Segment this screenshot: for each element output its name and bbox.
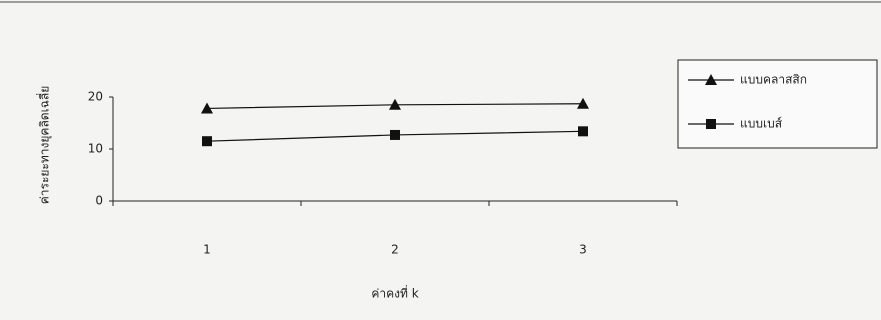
data-point	[390, 130, 400, 140]
y-tick-label: 10	[88, 142, 103, 156]
chart: ค่าระยะทางยุคลิดเฉลี่ย ค่าคงที่ k 0 10 20 1…	[0, 0, 881, 320]
y-tick-label: 0	[95, 194, 103, 208]
x-tick-label: 1	[203, 243, 211, 257]
legend-label: แบบคลาสสิก	[740, 73, 807, 87]
data-point	[578, 126, 588, 136]
legend-label: แบบเบส์	[740, 117, 783, 131]
data-point	[202, 136, 212, 146]
y-tick-label: 20	[88, 90, 103, 104]
y-axis-label: ค่าระยะทางยุคลิดเฉลี่ย	[36, 86, 53, 205]
page: {"chart_data": {"type": "line", "x_label…	[0, 0, 881, 320]
legend-marker	[706, 119, 716, 129]
x-tick-label: 3	[579, 243, 587, 257]
x-axis-label: ค่าคงที่ k	[371, 285, 418, 301]
x-tick-label: 2	[391, 243, 399, 257]
